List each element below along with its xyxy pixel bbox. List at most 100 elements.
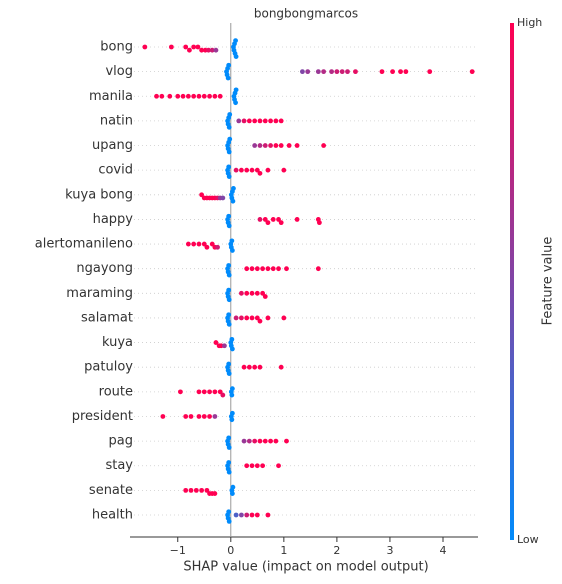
shap-dot bbox=[226, 297, 232, 303]
shap-dot bbox=[254, 315, 260, 321]
shap-dot bbox=[226, 435, 232, 441]
shap-dot bbox=[315, 266, 321, 272]
shap-dot bbox=[265, 220, 271, 226]
shap-dot bbox=[222, 343, 227, 349]
feature-label: natin bbox=[100, 113, 133, 128]
shap-dot bbox=[199, 47, 205, 53]
shap-dot bbox=[215, 244, 220, 250]
feature-label: maraming bbox=[66, 286, 133, 301]
shap-dot bbox=[212, 93, 218, 99]
shap-dot bbox=[167, 93, 173, 99]
shap-dot bbox=[262, 143, 268, 148]
shap-dot bbox=[229, 392, 235, 398]
shap-dot bbox=[246, 438, 252, 444]
shap-dot bbox=[254, 167, 260, 173]
shap-dot bbox=[398, 69, 403, 75]
x-tick-label: 1 bbox=[280, 544, 287, 557]
shap-dot bbox=[226, 124, 232, 130]
shap-dot bbox=[233, 54, 239, 59]
feature-label: alertomanileno bbox=[35, 237, 133, 252]
shap-dot bbox=[226, 174, 232, 179]
shap-dot bbox=[244, 266, 250, 272]
shap-dot bbox=[239, 290, 244, 296]
chart-title: bongbongmarcos bbox=[254, 7, 358, 21]
shap-dot bbox=[226, 149, 232, 155]
shap-dot bbox=[225, 75, 231, 81]
shap-dot bbox=[142, 44, 148, 50]
colorbar bbox=[510, 23, 514, 540]
shap-dot bbox=[196, 414, 202, 419]
shap-dot bbox=[246, 118, 252, 124]
shap-dot bbox=[185, 241, 191, 247]
shap-dot bbox=[233, 315, 239, 321]
shap-dot bbox=[262, 217, 268, 222]
feature-label: kuya bbox=[102, 335, 133, 350]
shap-dot bbox=[278, 220, 284, 226]
shap-dot bbox=[229, 238, 235, 244]
feature-label: salamat bbox=[81, 310, 133, 325]
shap-dot bbox=[244, 512, 250, 518]
shap-dot bbox=[246, 364, 252, 370]
shap-dot bbox=[204, 487, 210, 493]
feature-label: happy bbox=[93, 212, 134, 227]
shap-dot bbox=[316, 220, 322, 226]
shap-dot bbox=[270, 266, 276, 272]
shap-dot bbox=[427, 69, 433, 75]
shap-dot bbox=[270, 217, 276, 222]
shap-dot bbox=[206, 47, 211, 53]
shap-dot bbox=[257, 318, 263, 324]
shap-dot bbox=[226, 272, 232, 278]
shap-dot bbox=[379, 69, 385, 75]
shap-dot bbox=[244, 290, 250, 296]
feature-label: president bbox=[72, 409, 133, 424]
feature-label: bong bbox=[100, 40, 133, 55]
shap-dot bbox=[220, 195, 226, 201]
feature-label: patuloy bbox=[84, 360, 133, 375]
shap-dot bbox=[217, 93, 223, 99]
shap-dot bbox=[191, 93, 197, 99]
shap-dot bbox=[252, 438, 258, 444]
shap-dot bbox=[339, 69, 345, 75]
shap-dot bbox=[226, 509, 232, 515]
shap-dot bbox=[229, 386, 235, 392]
shap-dot bbox=[268, 143, 273, 148]
shap-dot bbox=[249, 167, 255, 173]
shap-dot bbox=[284, 266, 289, 272]
shap-dot bbox=[257, 118, 263, 124]
shap-dot bbox=[257, 170, 263, 176]
shap-dot bbox=[233, 100, 238, 106]
shap-dot bbox=[226, 312, 232, 318]
x-tick-label: 3 bbox=[386, 544, 393, 557]
feature-label: route bbox=[99, 384, 133, 399]
shap-dot bbox=[273, 438, 279, 444]
shap-dot bbox=[257, 364, 263, 370]
shap-dot bbox=[249, 315, 255, 321]
shap-dot bbox=[254, 290, 260, 296]
shap-dot bbox=[183, 44, 189, 50]
feature-label: pag bbox=[109, 434, 133, 449]
shap-dot bbox=[226, 371, 232, 377]
shap-dot bbox=[229, 491, 235, 496]
feature-label: manila bbox=[89, 89, 133, 104]
shap-dot bbox=[229, 248, 235, 253]
shap-dot bbox=[201, 241, 207, 247]
shap-dot bbox=[213, 340, 219, 345]
shap-dot bbox=[185, 93, 191, 99]
shap-dot bbox=[207, 93, 212, 99]
shap-dot bbox=[226, 321, 232, 327]
shap-dot bbox=[229, 336, 235, 342]
shap-dot bbox=[249, 512, 255, 518]
feature-label: covid bbox=[98, 163, 133, 178]
shap-dot bbox=[265, 167, 271, 173]
feature-label: kuya bong bbox=[65, 187, 133, 202]
colorbar-label: Feature value bbox=[541, 237, 556, 326]
shap-dot bbox=[273, 143, 279, 148]
shap-dot bbox=[257, 438, 263, 444]
shap-dot bbox=[187, 47, 192, 53]
shap-dot bbox=[217, 389, 223, 395]
shap-dot bbox=[183, 487, 189, 493]
shap-dot bbox=[273, 118, 279, 124]
shap-dot bbox=[249, 290, 255, 296]
shap-dot bbox=[183, 414, 189, 419]
